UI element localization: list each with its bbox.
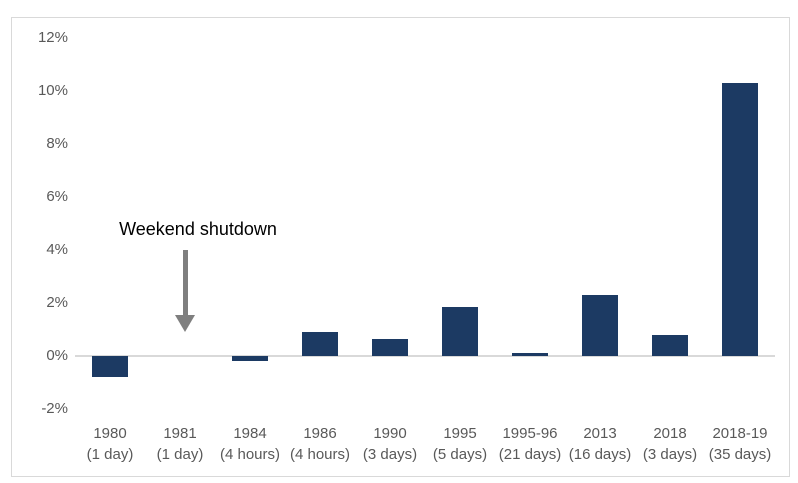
x-axis-line — [75, 355, 775, 357]
bar-2013 — [582, 295, 618, 356]
y-tick-label: 2% — [46, 294, 68, 311]
x-tick-duration: (4 hours) — [219, 446, 281, 463]
y-tick-label: 10% — [37, 82, 68, 99]
x-tick-year: 1995-96 — [502, 425, 558, 442]
bar-1986 — [302, 332, 338, 356]
x-tick-year: 1986 — [303, 425, 337, 442]
y-tick-label: -2% — [41, 400, 68, 417]
x-tick-year: 1980 — [93, 425, 127, 442]
x-tick-duration: (1 day) — [86, 446, 134, 463]
x-tick-year: 1990 — [373, 425, 407, 442]
x-tick-duration: (3 days) — [642, 446, 698, 463]
down-arrow-head-icon — [175, 315, 195, 332]
y-tick-label: 4% — [46, 241, 68, 258]
annotation-text: Weekend shutdown — [119, 219, 277, 239]
chart-frame — [11, 17, 790, 477]
x-tick-duration: (16 days) — [568, 446, 632, 463]
x-tick-duration: (3 days) — [362, 446, 418, 463]
y-tick-label: 0% — [46, 347, 68, 364]
x-tick-duration: (21 days) — [498, 446, 562, 463]
y-tick-label: 6% — [46, 188, 68, 205]
x-tick-year: 2013 — [583, 425, 617, 442]
x-tick-year: 1995 — [443, 425, 477, 442]
x-tick-duration: (35 days) — [708, 446, 772, 463]
x-tick-duration: (4 hours) — [289, 446, 351, 463]
x-tick-year: 1981 — [163, 425, 197, 442]
y-tick-label: 8% — [46, 135, 68, 152]
bar-1995 — [442, 307, 478, 356]
bar-1995-96 — [512, 353, 548, 356]
down-arrow-icon — [183, 250, 188, 316]
y-tick-label: 12% — [37, 29, 68, 46]
x-tick-year: 2018 — [653, 425, 687, 442]
x-tick-year: 2018-19 — [712, 425, 768, 442]
bar-2018 — [652, 335, 688, 356]
bar-1980 — [92, 356, 128, 377]
bar-1990 — [372, 339, 408, 356]
bar-1984 — [232, 356, 268, 361]
bar-2018-19 — [722, 83, 758, 356]
x-tick-duration: (5 days) — [432, 446, 488, 463]
x-tick-year: 1984 — [233, 425, 267, 442]
x-tick-duration: (1 day) — [156, 446, 204, 463]
